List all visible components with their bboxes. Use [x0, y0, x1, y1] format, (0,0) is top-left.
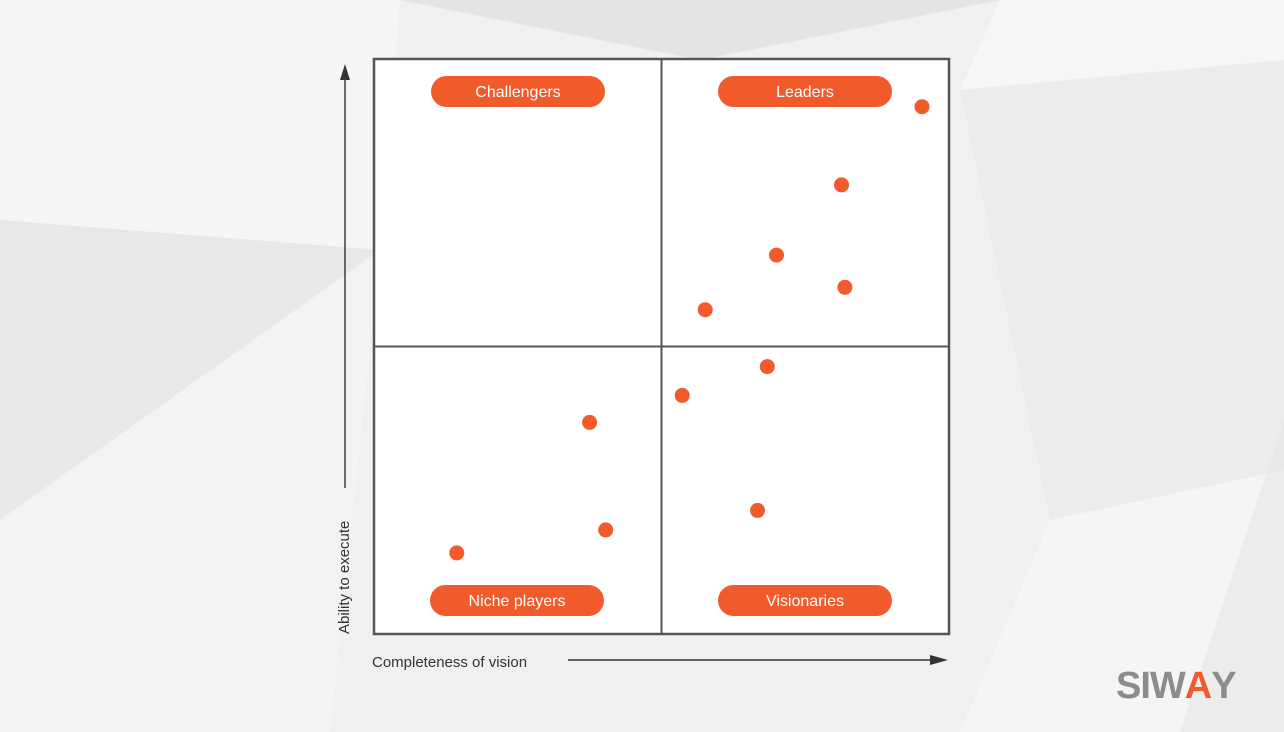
data-point-9: [750, 502, 765, 518]
quadrant-label-leaders: Leaders: [718, 76, 892, 107]
data-points: [449, 99, 930, 561]
quadrant-label-visionaries: Visionaries: [718, 585, 892, 616]
quadrant-label-text: Niche players: [469, 593, 566, 610]
logo-accent-letter: A: [1184, 664, 1212, 707]
quadrant-label-text: Visionaries: [766, 593, 844, 610]
siway-logo: SIW A Y: [1116, 664, 1237, 708]
y-axis-arrowhead: [340, 64, 350, 80]
quadrant-label-text: Challengers: [475, 84, 560, 101]
logo-text: SIW: [1116, 664, 1186, 707]
x-axis-arrowhead: [930, 655, 948, 665]
data-point-3: [769, 247, 784, 263]
quadrant-label-challengers: Challengers: [431, 76, 605, 107]
quadrant-label-niche-players: Niche players: [430, 585, 604, 616]
data-point-4: [837, 279, 853, 295]
data-point-2: [834, 177, 849, 193]
y-axis-label: Ability to execute: [336, 521, 353, 634]
x-axis-label: Completeness of vision: [372, 654, 527, 671]
data-point-11: [449, 545, 465, 561]
plot-frame: [372, 57, 951, 636]
quadrant-label-text: Leaders: [776, 84, 834, 101]
data-point-7: [674, 387, 690, 403]
data-point-6: [759, 359, 775, 375]
data-point-8: [582, 414, 598, 430]
data-point-5: [697, 302, 713, 318]
data-point-10: [598, 522, 614, 538]
logo-text-end: Y: [1211, 664, 1236, 707]
data-point-1: [914, 99, 930, 115]
